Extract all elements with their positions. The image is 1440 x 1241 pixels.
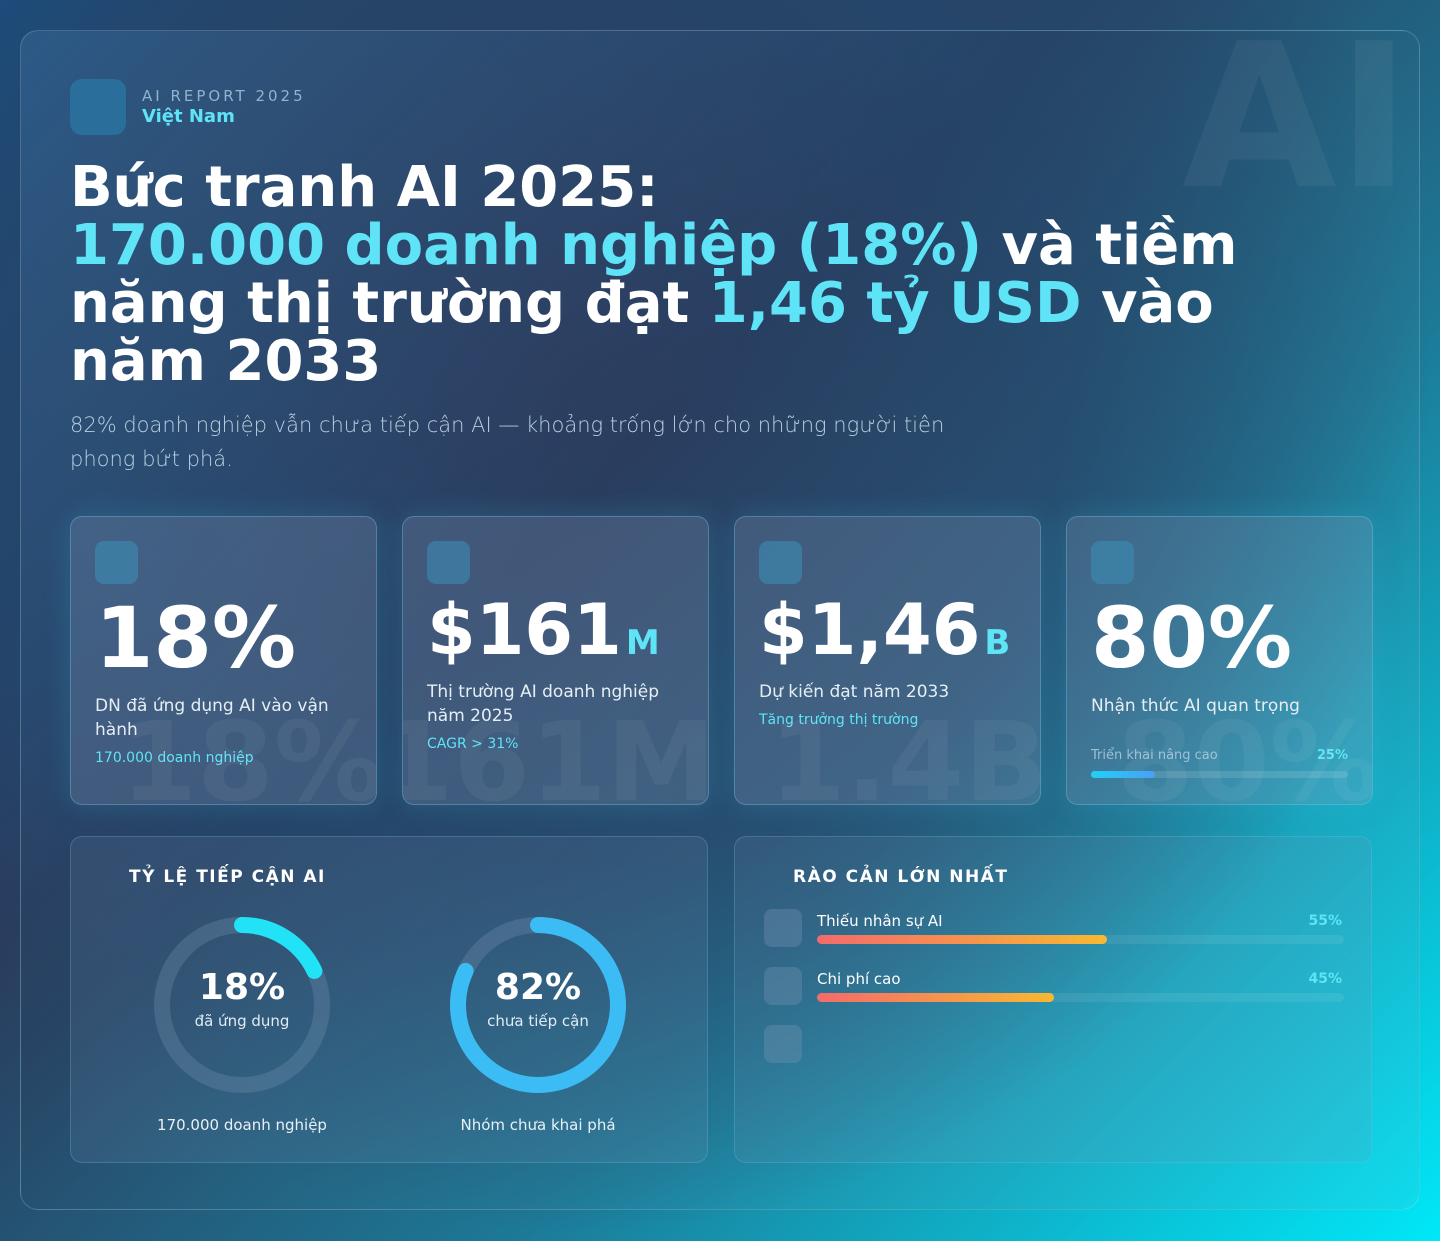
stat-number: 18% bbox=[95, 589, 297, 687]
icon bbox=[95, 541, 138, 584]
donut-caption: chưa tiếp cận bbox=[487, 1012, 589, 1030]
report-card: AI AI REPORT 2025 Việt Nam Bức tranh AI … bbox=[20, 30, 1420, 1210]
eyebrow: AI REPORT 2025 bbox=[142, 87, 306, 105]
card-watermark: 1.4B bbox=[769, 698, 1041, 805]
stat-desc: Nhận thức AI quan trọng bbox=[1091, 696, 1300, 717]
title-part: 170.000 doanh nghiệp (18%) bbox=[70, 213, 982, 278]
progress-label: Triển khai nâng cao bbox=[1091, 748, 1218, 764]
barrier-fill bbox=[817, 993, 1055, 1002]
stat-desc: Dự kiến đạt năm 2033 bbox=[759, 681, 950, 702]
progress-track bbox=[1091, 771, 1348, 779]
stat-card: 1.4B $1,46 B Dự kiến đạt năm 2033 Tăng trưởn… bbox=[734, 516, 1041, 805]
progress-value: 25% bbox=[1316, 748, 1348, 764]
progress-row: Triển khai nâng cao 25% bbox=[1091, 748, 1348, 763]
stat-card: 18% 18% DN đã ứng dụng AI vào vận hành 170.… bbox=[70, 516, 377, 805]
donut-label: 18% bbox=[199, 967, 285, 1008]
card-watermark: 161M bbox=[402, 698, 709, 805]
title: Bức tranh AI 2025: 170.000 doanh nghiệp … bbox=[70, 159, 1270, 391]
stat-number: 80% bbox=[1091, 589, 1293, 687]
stat-note: CAGR > 31% bbox=[427, 735, 519, 752]
stat-number: $161 bbox=[427, 589, 622, 671]
icon bbox=[759, 541, 802, 584]
icon bbox=[1091, 541, 1134, 584]
icon bbox=[427, 541, 470, 584]
barriers-panel: RÀO CẢN LỚN NHẤT Thiếu nhân sự AI 55% Chi … bbox=[734, 836, 1372, 1163]
card-watermark: 80% bbox=[1116, 698, 1373, 805]
stat-note: Tăng trưởng thị trường bbox=[759, 711, 919, 728]
icon bbox=[764, 967, 802, 1005]
stat-value: $161 M bbox=[427, 593, 684, 668]
barrier-name: Chi phí cao bbox=[817, 970, 901, 988]
stat-note: 170.000 doanh nghiệp bbox=[95, 750, 254, 767]
donut-arc bbox=[234, 917, 323, 979]
title-line: Bức tranh AI 2025: bbox=[70, 155, 659, 220]
stat-unit: B bbox=[984, 623, 1011, 663]
watermark: AI bbox=[1181, 30, 1411, 234]
icon bbox=[764, 909, 802, 947]
donut-chart: 18% đã ứng dụng 170.000 doanh nghiệp 82% chư… bbox=[154, 917, 626, 1134]
barrier-value: 55% bbox=[1308, 913, 1342, 929]
title-part: và tiềm năng thị trường đạt bbox=[70, 213, 1238, 336]
title-part: vào năm 2033 bbox=[70, 271, 1214, 394]
panel-title: RÀO CẢN LỚN NHẤT bbox=[793, 867, 1009, 887]
access-panel: TỶ LỆ TIẾP CẬN AI 18% đã ứng dụng 170.000 … bbox=[70, 836, 708, 1163]
stat-value: 18% bbox=[95, 594, 352, 682]
brand: Việt Nam bbox=[142, 106, 235, 127]
barrier-track bbox=[817, 993, 1344, 1002]
barrier-fill bbox=[817, 935, 1107, 944]
stat-value: 80% bbox=[1091, 594, 1348, 682]
stat-desc: DN đã ứng dụng AI vào vận hành bbox=[95, 696, 329, 741]
donut-label: 82% bbox=[495, 967, 581, 1008]
donut-footer: 170.000 doanh nghiệp bbox=[157, 1116, 327, 1134]
stat-card: 80% 80% Nhận thức AI quan trọng Triển khai … bbox=[1066, 516, 1373, 805]
subtitle: 82% doanh nghiệp vẫn chưa tiếp cận AI — … bbox=[70, 413, 945, 471]
panel-title: TỶ LỆ TIẾP CẬN AI bbox=[129, 867, 326, 887]
donut-arc bbox=[450, 917, 626, 1093]
barrier-name: Thiếu nhân sự AI bbox=[817, 912, 943, 930]
icon bbox=[764, 1025, 802, 1063]
stat-value: $1,46 B bbox=[759, 593, 1016, 668]
stat-card: 161M $161 M Thị trường AI doanh nghiệp năm … bbox=[402, 516, 709, 805]
stat-desc: Thị trường AI doanh nghiệp năm 2025 bbox=[427, 681, 660, 726]
stat-number: $1,46 bbox=[759, 589, 981, 671]
progress-fill bbox=[1091, 771, 1156, 779]
barrier-track bbox=[817, 935, 1344, 944]
stat-unit: M bbox=[625, 623, 660, 663]
donut-caption: đã ứng dụng bbox=[195, 1012, 290, 1030]
title-part: 1,46 tỷ USD bbox=[708, 271, 1082, 336]
card-watermark: 18% bbox=[120, 698, 377, 805]
logo bbox=[70, 79, 126, 135]
donut-footer: Nhóm chưa khai phá bbox=[460, 1116, 615, 1134]
barrier-value: 45% bbox=[1308, 971, 1342, 987]
